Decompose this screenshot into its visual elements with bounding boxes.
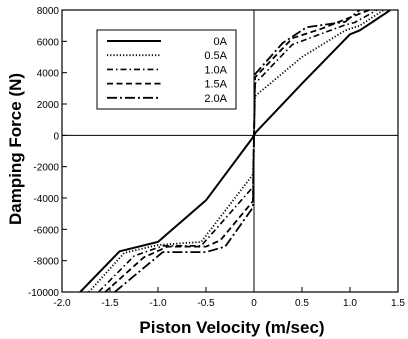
x-tick-label: -1.0 <box>149 298 167 309</box>
x-tick-label: 1.0 <box>343 298 357 309</box>
legend-box <box>96 29 237 110</box>
y-tick-label: 4000 <box>37 69 60 80</box>
legend-label: 2.0A <box>204 93 227 105</box>
series-line-0a <box>79 10 391 292</box>
x-tick-label: -2.0 <box>53 298 71 309</box>
x-tick-label: 1.5 <box>391 298 405 309</box>
y-tick-label: -8000 <box>33 257 59 268</box>
x-axis-title: Piston Velocity (m/sec) <box>139 318 324 337</box>
y-tick-label: -2000 <box>33 163 59 174</box>
y-tick-label: 2000 <box>37 100 60 111</box>
series-line-1-0a <box>97 10 378 292</box>
x-tick-label: 0.5 <box>295 298 309 309</box>
y-tick-label: -4000 <box>33 194 59 205</box>
y-tick-label: 6000 <box>37 37 60 48</box>
legend-label: 0.5A <box>204 50 227 62</box>
x-tick-label: -0.5 <box>197 298 215 309</box>
legend-label: 0A <box>214 36 228 48</box>
y-axis-title: Damping Force (N) <box>6 73 25 225</box>
y-tick-label: 0 <box>53 131 59 142</box>
x-tick-label: 0 <box>251 298 257 309</box>
plot-frame <box>61 9 399 293</box>
y-tick-label: -6000 <box>33 225 59 236</box>
legend-label: 1.0A <box>204 64 227 76</box>
x-tick-label: -1.5 <box>101 298 119 309</box>
y-tick-label: 8000 <box>37 6 60 17</box>
series-line-1-5a <box>104 10 370 292</box>
legend-label: 1.5A <box>204 79 227 91</box>
y-tick-label: -10000 <box>28 288 60 299</box>
series-line-2-0a <box>114 10 361 292</box>
